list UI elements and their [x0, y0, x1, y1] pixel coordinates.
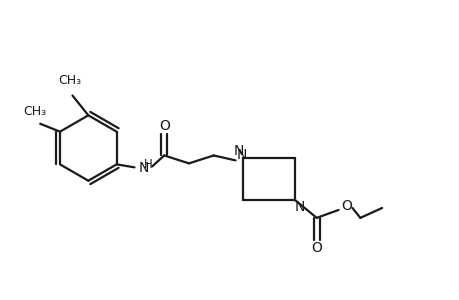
- Text: O: O: [158, 119, 169, 133]
- Text: O: O: [340, 199, 351, 213]
- Text: N: N: [233, 145, 243, 158]
- Text: N: N: [294, 200, 304, 214]
- Text: CH₃: CH₃: [58, 74, 81, 87]
- Text: O: O: [311, 241, 321, 255]
- Text: N: N: [236, 148, 246, 162]
- Text: N: N: [138, 161, 148, 175]
- Text: CH₃: CH₃: [23, 105, 47, 118]
- Text: H: H: [144, 158, 152, 171]
